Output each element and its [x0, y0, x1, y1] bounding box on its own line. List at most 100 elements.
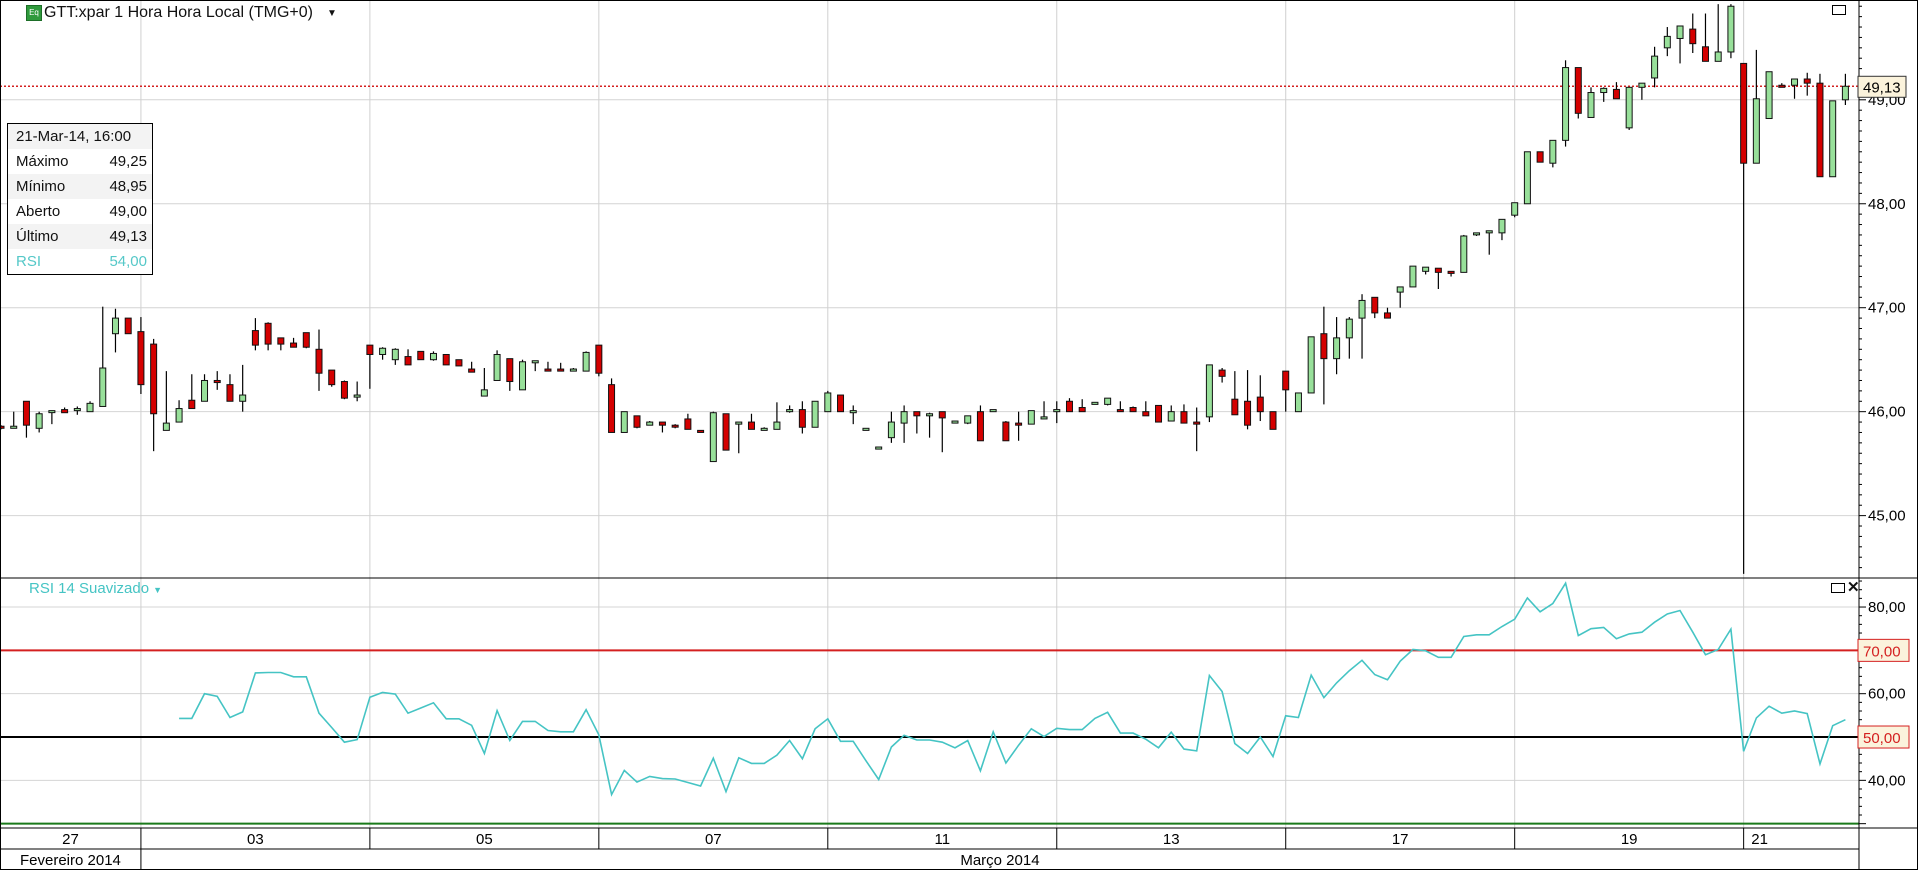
candle-body: [277, 337, 285, 345]
rsi-level-label: 50,00: [1863, 730, 1901, 747]
candle: [646, 421, 654, 426]
candle: [1345, 317, 1353, 359]
candle-body: [1002, 421, 1010, 442]
info-label: RSI: [16, 253, 42, 270]
candle-body: [264, 322, 272, 345]
candle-body: [73, 408, 81, 412]
info-row-close: Último 49,13: [8, 224, 152, 249]
candle: [1320, 306, 1328, 405]
candle-body: [1651, 55, 1659, 79]
candle: [557, 362, 565, 372]
candle-body: [1574, 67, 1582, 114]
candle: [61, 407, 69, 414]
rsi-pane-close-icon[interactable]: ✕: [1847, 579, 1860, 596]
candle-body: [226, 384, 234, 402]
candle: [811, 400, 819, 428]
candle-body: [1231, 398, 1239, 416]
price-axis-label: 46,00: [1868, 404, 1906, 421]
info-row-high: Máximo 49,25: [8, 149, 152, 174]
rsi-indicator-label[interactable]: RSI 14 Suavizado ▼: [29, 580, 162, 597]
candle-body: [1371, 296, 1379, 314]
candle: [1447, 270, 1455, 277]
candle: [290, 337, 298, 348]
candle: [1587, 87, 1595, 118]
candle: [1689, 13, 1697, 54]
candle-body: [1155, 404, 1163, 423]
info-row-rsi: RSI 54,00: [8, 249, 152, 274]
candle-body: [671, 424, 679, 428]
candle: [1104, 397, 1112, 406]
candle-body: [379, 347, 387, 355]
candle: [1740, 62, 1748, 574]
candle: [1065, 398, 1073, 413]
candle-body: [340, 381, 348, 399]
candle-body: [1345, 318, 1353, 339]
candle: [582, 351, 590, 372]
candle: [1231, 371, 1239, 416]
candle-body: [1663, 35, 1671, 49]
chart-header: Eq GTT:xpar 1 Hora Hora Local (TMG+0) ▼: [26, 2, 337, 24]
candle-body: [175, 408, 183, 423]
month-label: Fevereiro 2014: [20, 852, 121, 869]
candle: [1651, 46, 1659, 88]
candle-body: [1816, 82, 1824, 178]
candle-body: [938, 411, 946, 419]
day-label: 21: [1751, 831, 1768, 848]
candle: [1612, 82, 1620, 100]
candle: [1383, 307, 1391, 319]
caret-down-icon[interactable]: ▼: [326, 7, 337, 19]
candle: [658, 421, 666, 433]
candle-body: [1104, 397, 1112, 405]
candle-body: [188, 399, 196, 410]
candle: [608, 378, 616, 433]
candle: [506, 358, 514, 391]
info-value: 54,00: [109, 253, 147, 270]
candle: [1523, 151, 1531, 205]
candle-body: [480, 389, 488, 397]
candle-body: [1752, 98, 1760, 164]
candle: [201, 374, 209, 402]
candle-body: [531, 360, 539, 364]
candle: [124, 317, 132, 335]
candle-body: [201, 379, 209, 402]
price-axis-label: 48,00: [1868, 196, 1906, 213]
candle-body: [111, 317, 119, 335]
candle-body: [747, 421, 755, 430]
day-label: 17: [1392, 831, 1409, 848]
candle-body: [1078, 407, 1086, 413]
candle-body: [875, 446, 883, 450]
candle-body: [760, 427, 768, 431]
candle-body: [1129, 407, 1137, 413]
candle-body: [1040, 416, 1048, 420]
candle: [697, 429, 705, 433]
candle-body: [124, 317, 132, 335]
candle-body: [391, 348, 399, 361]
info-row-open: Aberto 49,00: [8, 199, 152, 224]
rsi-label-text: RSI 14 Suavizado: [29, 580, 150, 597]
candle: [709, 411, 717, 463]
candle: [1091, 401, 1099, 405]
candle-body: [1256, 396, 1264, 413]
candle-body: [1460, 235, 1468, 273]
caret-down-icon[interactable]: ▼: [153, 585, 162, 595]
candle: [735, 421, 743, 454]
price-pane-maximize-icon[interactable]: [1832, 5, 1846, 15]
candle: [887, 411, 895, 443]
candle-body: [544, 368, 552, 372]
candle-body: [976, 411, 984, 442]
candle-body: [239, 394, 247, 402]
candle-body: [1765, 71, 1773, 120]
candle: [493, 350, 501, 381]
candle-body: [10, 425, 18, 429]
candle-body: [824, 392, 832, 413]
candle: [722, 413, 730, 451]
rsi-pane-maximize-icon[interactable]: [1831, 583, 1845, 593]
candle: [531, 360, 539, 372]
candle: [1549, 139, 1557, 168]
candle: [1015, 411, 1023, 441]
candle-body: [1791, 78, 1799, 86]
candle: [162, 371, 170, 431]
candle: [1371, 296, 1379, 319]
candle: [671, 424, 679, 429]
